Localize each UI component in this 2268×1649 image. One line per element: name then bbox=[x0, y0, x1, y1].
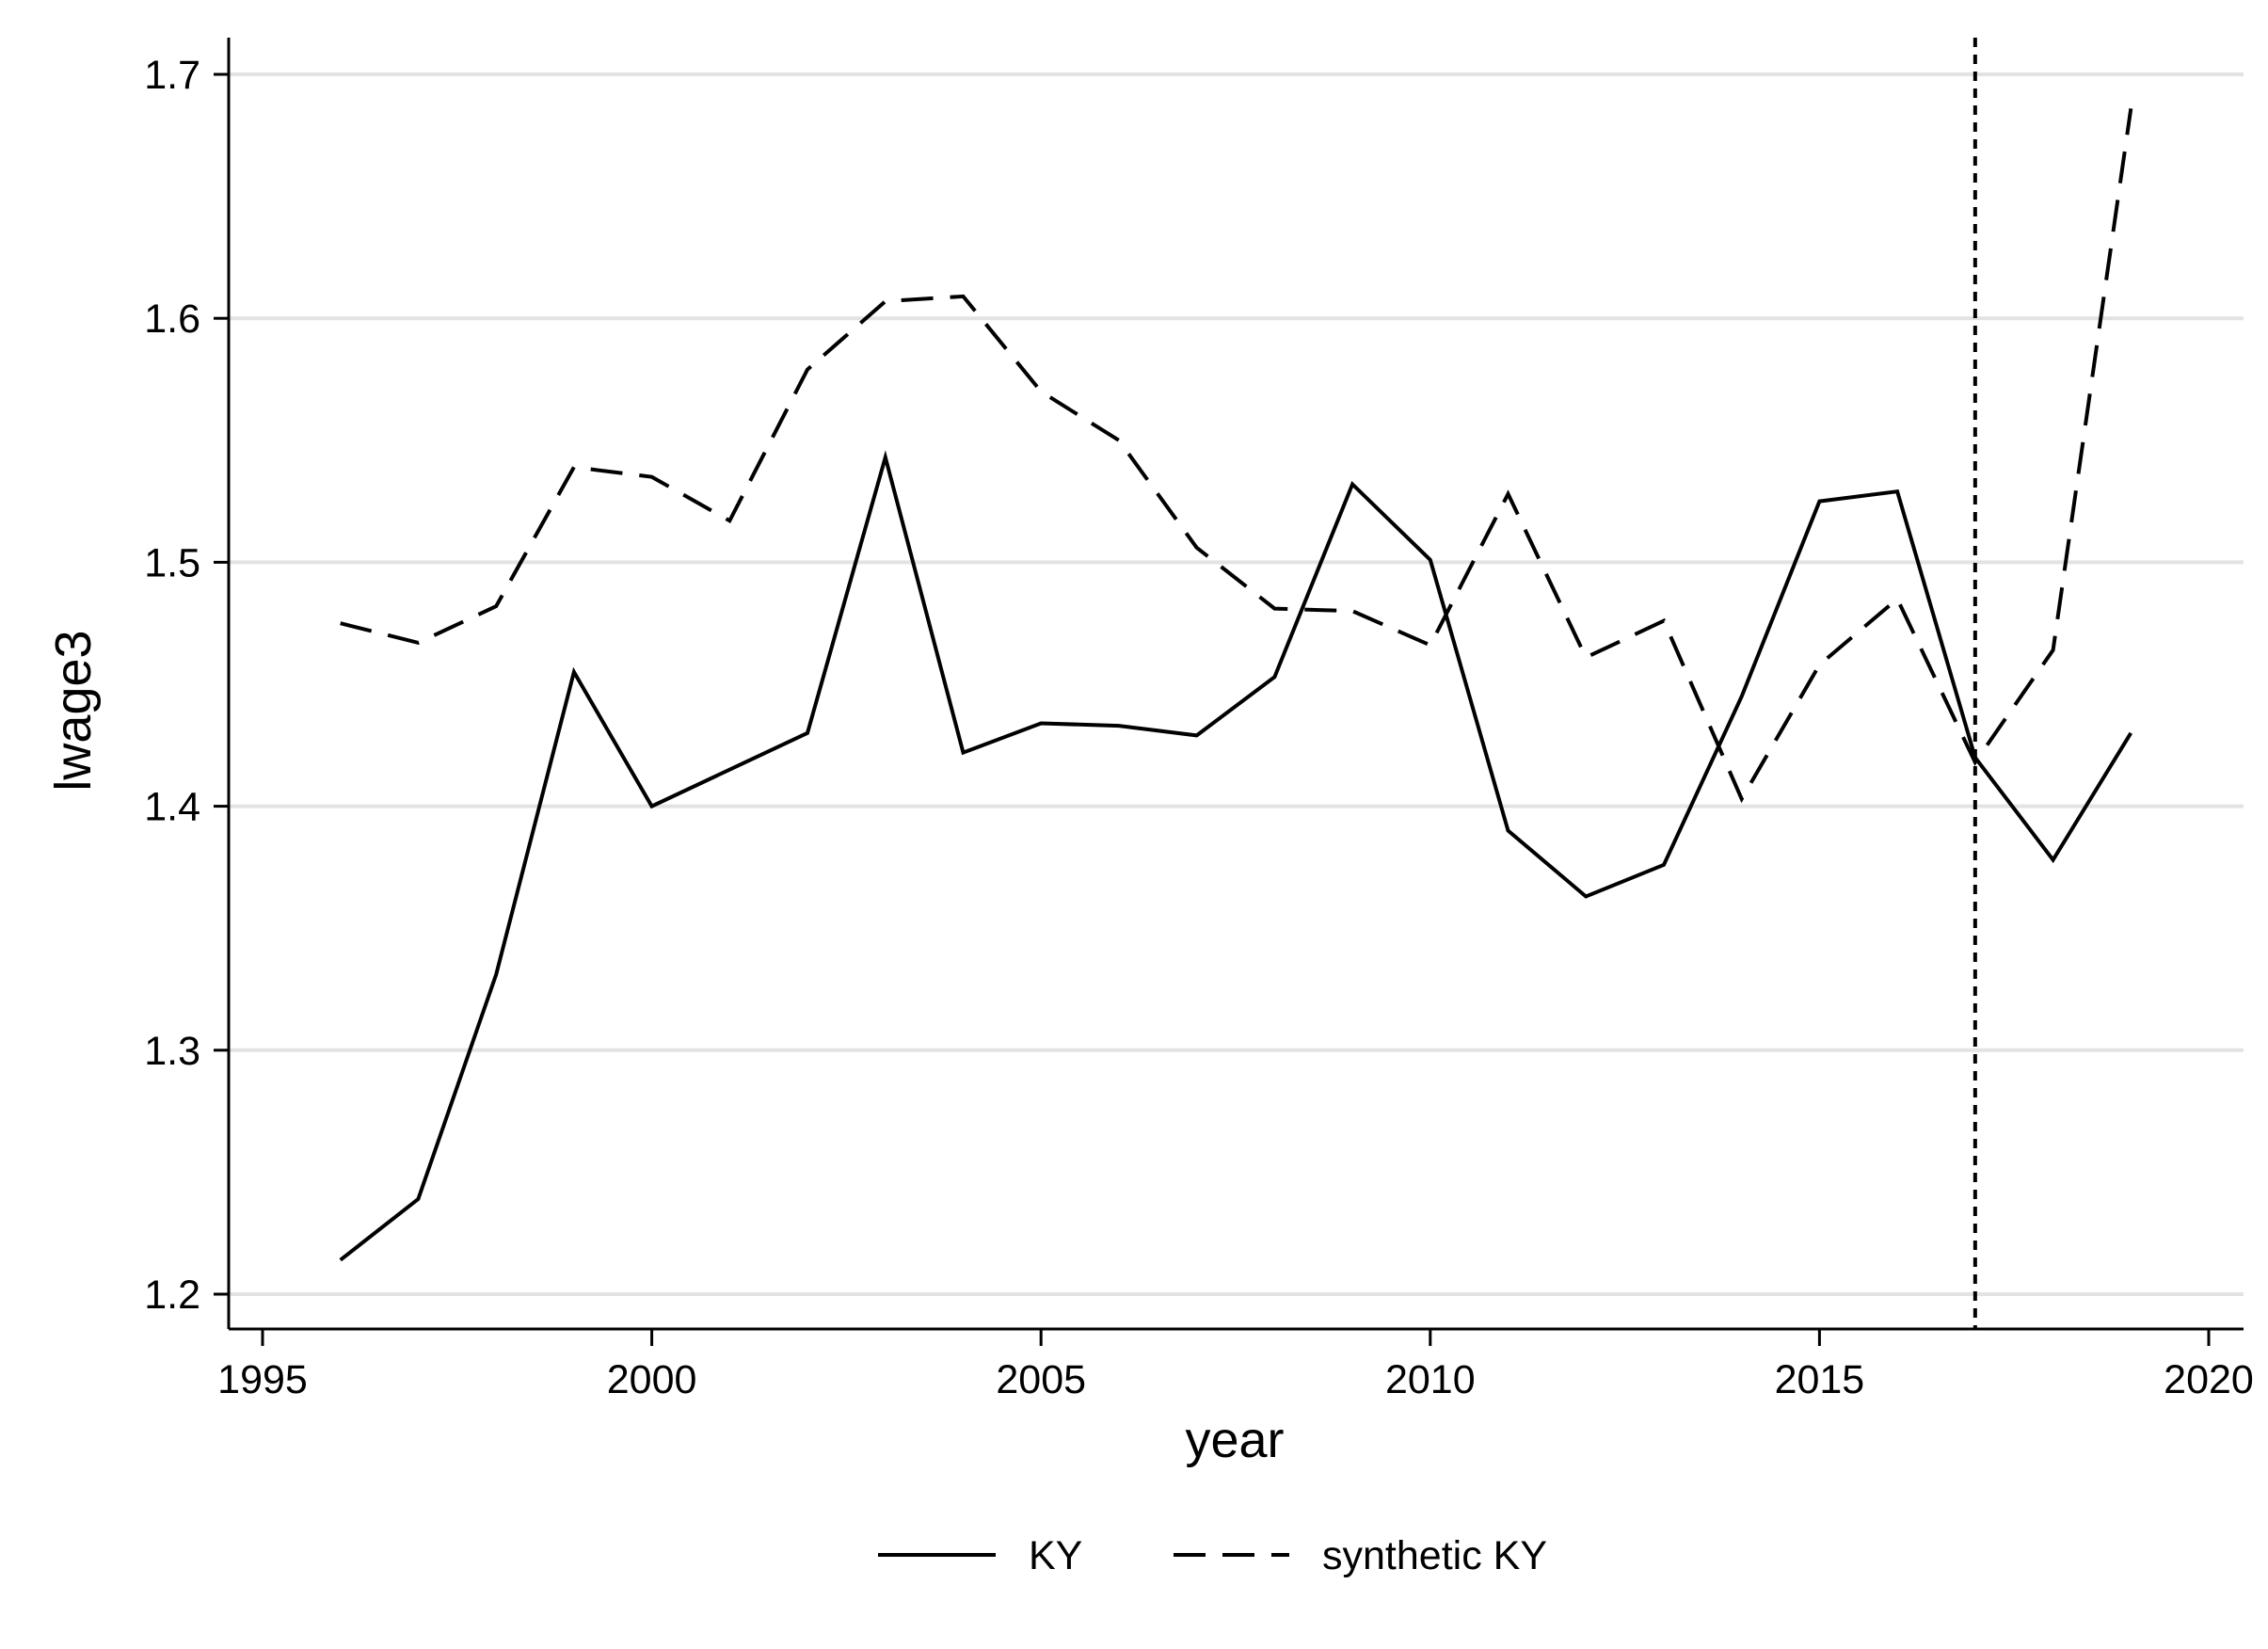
legend-label: KY bbox=[1029, 1533, 1082, 1578]
series-line-ky bbox=[339, 450, 2133, 1262]
series-line-synthetic-ky bbox=[340, 108, 2133, 804]
axes: 1.2 1.3 1.4 1.5 1.6 1.7 1995 2000 2005 2010 2015 20… bbox=[144, 38, 2254, 1402]
legend: KY synthetic KY bbox=[878, 1533, 1547, 1578]
y-tick-label: 1.2 bbox=[144, 1273, 200, 1318]
x-tick-label: 2015 bbox=[1775, 1357, 1865, 1402]
y-tick-label: 1.3 bbox=[144, 1029, 200, 1074]
y-tick-label: 1.5 bbox=[144, 540, 200, 585]
y-axis-title: lwage3 bbox=[45, 630, 102, 791]
legend-label: synthetic KY bbox=[1322, 1533, 1547, 1578]
y-tick-label: 1.6 bbox=[144, 296, 200, 342]
gridlines bbox=[229, 72, 2244, 1296]
x-tick-label: 2010 bbox=[1385, 1357, 1476, 1402]
x-axis-title: year bbox=[1185, 1412, 1284, 1468]
y-tick-label: 1.7 bbox=[144, 53, 200, 98]
y-tick-label: 1.4 bbox=[144, 785, 200, 830]
x-tick-label: 1995 bbox=[217, 1357, 308, 1402]
x-tick-label: 2000 bbox=[607, 1357, 697, 1402]
series-lines bbox=[339, 108, 2133, 1262]
x-tick-label: 2020 bbox=[2164, 1357, 2254, 1402]
x-tick-label: 2005 bbox=[996, 1357, 1086, 1402]
